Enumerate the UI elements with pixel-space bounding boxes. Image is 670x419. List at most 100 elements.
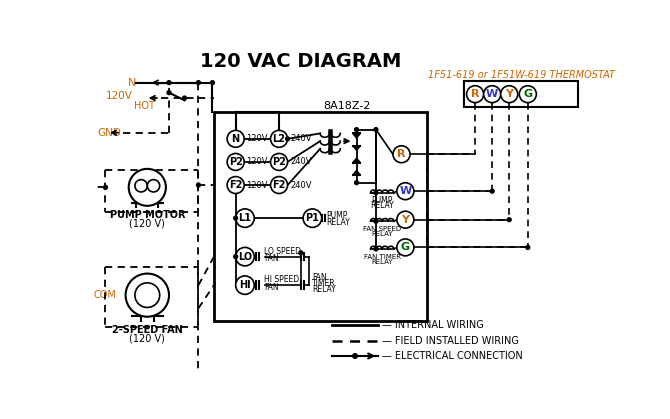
Text: P2: P2 <box>228 157 243 167</box>
Circle shape <box>125 274 169 317</box>
Circle shape <box>352 354 357 358</box>
Text: W: W <box>399 186 411 196</box>
Text: LO SPEED: LO SPEED <box>265 247 302 256</box>
Circle shape <box>167 81 171 85</box>
Circle shape <box>303 209 322 228</box>
Text: RELAY: RELAY <box>371 259 393 265</box>
Text: FAN TIMER: FAN TIMER <box>364 253 401 260</box>
Text: (120 V): (120 V) <box>129 219 165 228</box>
Text: HI SPEED: HI SPEED <box>265 275 299 284</box>
Circle shape <box>129 169 166 206</box>
Text: 120V: 120V <box>247 181 268 189</box>
Text: N: N <box>232 134 240 144</box>
Circle shape <box>285 137 289 141</box>
Circle shape <box>103 186 107 189</box>
Circle shape <box>299 251 303 255</box>
Circle shape <box>397 183 414 200</box>
Text: — ELECTRICAL CONNECTION: — ELECTRICAL CONNECTION <box>382 351 523 361</box>
Text: 240V: 240V <box>290 134 312 143</box>
Polygon shape <box>352 158 360 163</box>
Circle shape <box>374 219 378 223</box>
Circle shape <box>227 130 244 147</box>
Text: N: N <box>127 78 136 88</box>
Text: F2: F2 <box>229 180 243 190</box>
Text: HI: HI <box>239 280 251 290</box>
Circle shape <box>354 128 358 132</box>
Circle shape <box>484 86 500 103</box>
Text: R: R <box>471 89 479 99</box>
Circle shape <box>507 218 511 222</box>
Circle shape <box>271 130 287 147</box>
Text: PUMP: PUMP <box>326 211 348 220</box>
Text: 120 VAC DIAGRAM: 120 VAC DIAGRAM <box>200 52 401 70</box>
Circle shape <box>271 153 287 171</box>
Circle shape <box>236 209 254 228</box>
Circle shape <box>227 176 244 194</box>
Circle shape <box>374 191 378 195</box>
Circle shape <box>374 247 378 251</box>
Text: 8A18Z-2: 8A18Z-2 <box>324 101 371 111</box>
Circle shape <box>182 96 186 100</box>
Circle shape <box>393 146 410 163</box>
Text: LO: LO <box>238 252 252 261</box>
Text: W: W <box>486 89 498 99</box>
Circle shape <box>234 216 238 220</box>
Text: 120V: 120V <box>105 91 132 101</box>
Text: RELAY: RELAY <box>326 218 350 227</box>
Text: FAN: FAN <box>265 283 279 292</box>
Text: PUMP MOTOR: PUMP MOTOR <box>110 210 185 220</box>
Text: 120V: 120V <box>247 134 268 143</box>
Bar <box>464 81 578 107</box>
Text: LO: LO <box>136 286 148 295</box>
Circle shape <box>210 81 214 85</box>
Circle shape <box>397 211 414 228</box>
Text: FAN: FAN <box>312 273 327 282</box>
Text: RELAY: RELAY <box>371 201 394 210</box>
Text: Y: Y <box>401 215 409 225</box>
Text: 120V: 120V <box>247 158 268 166</box>
Circle shape <box>227 153 244 171</box>
Text: 2-SPEED FAN: 2-SPEED FAN <box>112 325 183 335</box>
Text: 240V: 240V <box>290 158 312 166</box>
Text: TIMER: TIMER <box>312 279 336 288</box>
Circle shape <box>167 91 171 95</box>
Text: F2: F2 <box>273 180 285 190</box>
Text: G: G <box>401 243 410 252</box>
Text: G: G <box>523 89 533 99</box>
Circle shape <box>147 180 159 192</box>
Text: COM: COM <box>93 290 117 300</box>
Circle shape <box>354 181 358 185</box>
Text: — INTERNAL WIRING: — INTERNAL WIRING <box>382 320 484 330</box>
Circle shape <box>196 81 200 85</box>
Text: L1: L1 <box>239 213 251 223</box>
Text: FAN SPEED: FAN SPEED <box>363 226 401 232</box>
Circle shape <box>466 86 484 103</box>
Circle shape <box>271 176 287 194</box>
Circle shape <box>234 255 238 259</box>
Circle shape <box>526 246 530 249</box>
Text: RELAY: RELAY <box>312 285 336 294</box>
Text: — FIELD INSTALLED WIRING: — FIELD INSTALLED WIRING <box>382 336 519 346</box>
Text: P2: P2 <box>272 157 286 167</box>
Polygon shape <box>352 133 360 138</box>
Text: 240V: 240V <box>290 181 312 189</box>
Circle shape <box>519 86 537 103</box>
Circle shape <box>196 183 200 187</box>
Text: GND: GND <box>98 128 121 138</box>
Text: L2: L2 <box>273 134 285 144</box>
Circle shape <box>236 247 254 266</box>
Text: RELAY: RELAY <box>371 231 393 237</box>
Circle shape <box>236 276 254 295</box>
Circle shape <box>500 86 518 103</box>
Circle shape <box>135 180 147 192</box>
Bar <box>214 112 427 321</box>
Circle shape <box>374 128 378 132</box>
Text: R: R <box>397 149 406 159</box>
Circle shape <box>490 189 494 193</box>
Text: PUMP: PUMP <box>371 196 393 205</box>
Polygon shape <box>352 171 360 175</box>
Text: HI: HI <box>146 297 156 306</box>
Text: HOT: HOT <box>134 101 155 111</box>
Text: P1: P1 <box>306 213 320 223</box>
Polygon shape <box>352 146 360 150</box>
